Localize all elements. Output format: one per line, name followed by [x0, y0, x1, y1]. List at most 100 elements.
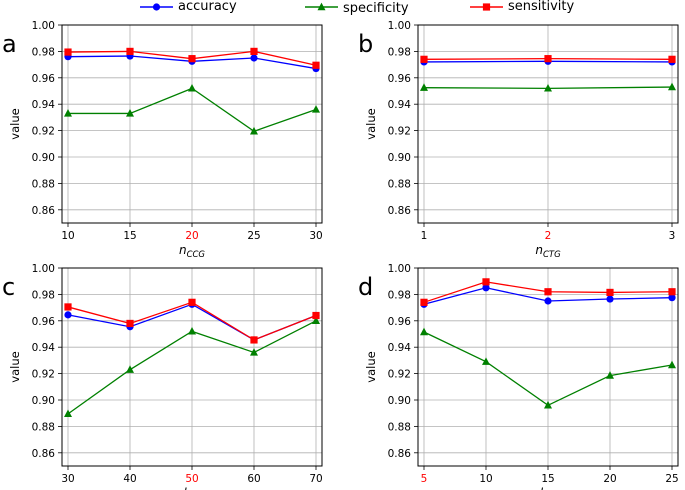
x-tick-label: 50 [185, 473, 198, 485]
data-point-specificity [668, 360, 676, 369]
data-point-sensitivity [64, 303, 72, 311]
data-point-specificity [420, 83, 428, 91]
y-tick-label: 0.96 [388, 316, 412, 328]
legend-label-accuracy: accuracy [178, 0, 237, 14]
y-axis-label: value [8, 351, 22, 382]
y-tick-label: 0.92 [388, 126, 411, 138]
legend-entry-accuracy: accuracy [140, 0, 237, 14]
axes-frame [417, 24, 679, 224]
y-tick-label: 0.86 [32, 205, 56, 217]
data-point-accuracy [606, 295, 614, 303]
y-tick-label: 0.94 [388, 99, 412, 111]
y-tick-label: 0.88 [388, 421, 411, 433]
x-axis-label-subscript: CCG [187, 250, 206, 260]
data-point-sensitivity [250, 47, 258, 55]
panel-label: b [358, 30, 373, 58]
y-tick-label: 0.92 [32, 369, 55, 381]
y-axis-label: value [8, 108, 22, 139]
x-axis-label: nCCG [179, 243, 205, 260]
legend-marker-accuracy [152, 3, 161, 11]
data-point-accuracy [544, 297, 552, 305]
y-tick-label: 0.92 [388, 369, 411, 381]
data-point-specificity [188, 326, 196, 335]
x-axis-label-main: d [535, 486, 543, 490]
series-sensitivity [64, 47, 320, 69]
x-tick-label: 25 [665, 473, 678, 485]
panel-label: a [2, 30, 17, 58]
y-tick-label: 0.96 [388, 73, 412, 85]
data-point-specificity [312, 316, 320, 324]
y-tick-label: 0.90 [388, 395, 411, 407]
y-tick-label: 0.90 [32, 152, 55, 164]
data-point-specificity [668, 82, 676, 91]
data-point-specificity [64, 409, 72, 418]
data-point-accuracy [64, 311, 72, 319]
x-axis-label-main: d [179, 486, 187, 490]
data-point-sensitivity [420, 55, 428, 63]
legend-label-specificity: specificity [343, 1, 409, 16]
y-tick-label: 0.90 [32, 395, 55, 407]
y-tick-label: 1.00 [388, 263, 411, 275]
data-point-specificity [606, 371, 614, 379]
y-tick-label: 0.94 [32, 99, 56, 111]
data-point-sensitivity [126, 319, 134, 328]
legend: accuracy specificity sensitivity [140, 0, 575, 16]
data-point-sensitivity [544, 288, 552, 296]
data-point-sensitivity [482, 278, 490, 286]
series-sensitivity [420, 55, 676, 63]
x-tick-label: 20 [185, 230, 198, 242]
series-specificity [64, 83, 320, 135]
x-axis-label: nCTG [535, 243, 561, 260]
y-tick-label: 0.94 [388, 342, 412, 354]
y-tick-label: 1.00 [32, 20, 55, 32]
data-point-specificity [420, 327, 428, 336]
data-point-specificity [188, 83, 196, 92]
axes-frame [417, 267, 679, 467]
series-sensitivity [64, 298, 320, 344]
y-tick-label: 0.88 [388, 178, 411, 190]
x-tick-label: 30 [61, 473, 74, 485]
y-tick-label: 0.92 [32, 126, 55, 138]
y-tick-label: 0.98 [32, 46, 55, 58]
data-point-accuracy [482, 284, 490, 292]
x-axis-label: dCCG [179, 486, 205, 490]
data-point-specificity [126, 109, 134, 117]
data-point-sensitivity [312, 311, 320, 320]
x-tick-label: 5 [421, 473, 428, 485]
y-tick-label: 0.86 [388, 448, 412, 460]
legend-entry-sensitivity: sensitivity [470, 0, 575, 14]
y-tick-label: 0.96 [32, 316, 56, 328]
data-point-sensitivity [420, 298, 428, 306]
x-tick-label: 15 [541, 473, 554, 485]
data-point-sensitivity [64, 48, 72, 56]
y-tick-label: 0.98 [388, 46, 411, 58]
panel-label: d [358, 273, 373, 301]
x-tick-label: 3 [669, 230, 676, 242]
x-tick-label: 10 [61, 230, 74, 242]
y-tick-label: 0.86 [388, 205, 412, 217]
legend-label-sensitivity: sensitivity [508, 0, 575, 14]
y-tick-label: 0.86 [32, 448, 56, 460]
legend-marker-sensitivity [482, 3, 491, 11]
y-tick-label: 0.90 [388, 152, 411, 164]
series-specificity [420, 82, 676, 92]
y-axis-label: value [364, 351, 378, 382]
panel-c: 0.86 0.88 0.90 0.92 0.94 0.96 0.98 1.00 30 40 50 60… [2, 263, 323, 490]
x-tick-label: 40 [123, 473, 136, 485]
panel-a: 0.86 0.88 0.90 0.92 0.94 0.96 0.98 1.00 10 15 20 25… [2, 20, 323, 260]
data-point-sensitivity [188, 298, 196, 306]
data-point-sensitivity [668, 288, 676, 296]
panel-label: c [2, 273, 15, 301]
data-point-sensitivity [312, 61, 320, 69]
data-point-specificity [250, 126, 258, 135]
data-point-specificity [126, 365, 134, 373]
axes-frame [61, 267, 323, 467]
x-axis-label: dCTG [535, 486, 561, 490]
y-tick-label: 1.00 [388, 20, 411, 32]
x-tick-label: 1 [421, 230, 428, 242]
data-point-specificity [544, 83, 552, 92]
series-specificity [64, 316, 320, 418]
y-tick-label: 0.98 [32, 289, 55, 301]
